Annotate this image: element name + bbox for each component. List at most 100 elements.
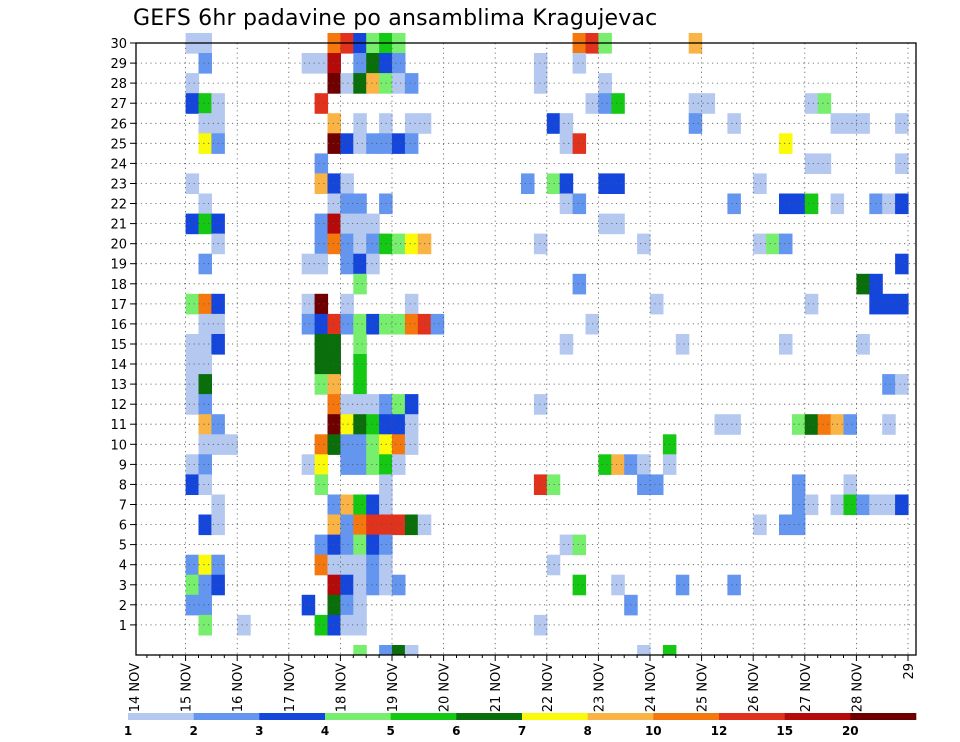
y-tick-label: 20 — [110, 238, 127, 253]
y-tick-label: 3 — [119, 579, 127, 594]
y-tick-label: 12 — [110, 398, 127, 413]
heatmap-cell — [327, 213, 341, 235]
y-tick-label: 25 — [110, 137, 127, 152]
heatmap-cell — [404, 414, 419, 435]
heatmap-cell — [340, 394, 354, 415]
heatmap-cell — [198, 313, 212, 335]
heatmap-cell — [185, 354, 200, 375]
y-tick-label: 13 — [110, 378, 127, 393]
legend-label: 8 — [584, 724, 592, 738]
heatmap-cell — [843, 474, 857, 495]
heatmap-cell — [301, 53, 316, 74]
heatmap-cell — [198, 454, 212, 475]
heatmap-cell — [185, 554, 200, 576]
heatmap-cell — [366, 454, 380, 475]
legend-color-swatch — [325, 713, 391, 720]
heatmap-cell — [611, 93, 625, 114]
heatmap-cell — [727, 193, 741, 215]
heatmap-cell — [572, 534, 587, 556]
y-tick-label: 17 — [110, 298, 127, 313]
x-tick-label: 17 NOV — [283, 663, 298, 712]
heatmap-cell — [675, 574, 690, 596]
heatmap-cell — [650, 293, 664, 315]
heatmap-cell — [198, 614, 212, 636]
heatmap-cell — [327, 594, 341, 616]
x-axis-ticks: 14 NOV 15 NOV 16 NOV 17 NOV 18 NOV 19 NOV 20 N… — [128, 655, 917, 712]
heatmap-cell — [198, 193, 212, 215]
heatmap-cell — [237, 614, 251, 636]
heatmap-cell — [340, 253, 354, 275]
heatmap-cell — [843, 414, 857, 435]
heatmap-cell — [314, 293, 329, 315]
y-tick-label: 24 — [110, 157, 127, 172]
heatmap-cell — [340, 594, 354, 616]
heatmap-cell — [404, 293, 419, 315]
heatmap-cell — [327, 534, 341, 556]
heatmap-cell — [185, 293, 200, 315]
x-tick-label: 19 NOV — [386, 663, 401, 712]
heatmap-cell — [392, 574, 406, 596]
x-tick-label: 15 NOV — [180, 663, 195, 712]
heatmap-cell — [314, 93, 329, 114]
heatmap-cell — [327, 133, 341, 154]
heatmap-cell — [895, 293, 909, 315]
heatmap-cell — [392, 233, 406, 255]
heatmap-cell — [882, 293, 896, 315]
heatmap-cell — [353, 594, 367, 616]
y-tick-label: 16 — [110, 318, 127, 333]
heatmap-cell — [353, 414, 367, 435]
legend-color-swatch — [784, 713, 851, 720]
heatmap-cell — [314, 153, 329, 174]
heatmap-cell — [185, 73, 200, 94]
heatmap-cell — [198, 554, 212, 576]
heatmap-cell — [301, 293, 316, 315]
heatmap-cell — [404, 73, 419, 94]
heatmap-cell — [301, 313, 316, 335]
heatmap-cell — [392, 133, 406, 154]
heatmap-cell — [779, 193, 793, 215]
heatmap-cell — [404, 133, 419, 154]
heatmap-cell — [314, 233, 329, 255]
heatmap-cell — [353, 133, 367, 154]
heatmap-cell — [353, 514, 367, 536]
heatmap-cell — [546, 113, 561, 134]
heatmap-cell — [340, 534, 354, 556]
x-tick-label: 14 NOV — [128, 663, 143, 712]
heatmap-cell — [404, 645, 419, 656]
x-tick-label: 23 NOV — [592, 663, 607, 712]
heatmap-cell — [366, 574, 380, 596]
y-tick-label: 28 — [110, 77, 127, 92]
heatmap-cell — [185, 574, 200, 596]
heatmap-cell — [804, 293, 819, 315]
heatmap-cell — [353, 645, 367, 656]
color-legend: 1 2 3 4 5 6 7 8 10 12 15 20 — [124, 713, 917, 738]
heatmap-cell — [353, 394, 367, 415]
legend-label: 7 — [518, 724, 526, 738]
heatmap-cell — [392, 53, 406, 74]
heatmap-cell — [392, 454, 406, 475]
heatmap-cell — [353, 554, 367, 576]
heatmap-cell — [198, 594, 212, 616]
heatmap-cell — [327, 514, 341, 536]
y-tick-label: 27 — [110, 97, 127, 112]
heatmap-cell — [366, 514, 380, 536]
heatmap-cell — [366, 434, 380, 455]
heatmap-cell — [366, 73, 380, 94]
heatmap-cell — [340, 454, 354, 475]
heatmap-cell — [353, 334, 367, 355]
heatmap-cell — [327, 193, 341, 215]
heatmap-cell — [353, 253, 367, 275]
heatmap-cell — [559, 334, 574, 355]
heatmap-cell — [895, 153, 909, 174]
heatmap-cell — [572, 133, 587, 154]
heatmap-cell — [688, 93, 703, 114]
heatmap-cell — [366, 253, 380, 275]
heatmap-cell — [895, 253, 909, 275]
heatmap-cell — [856, 273, 870, 295]
heatmap-cell — [598, 213, 612, 235]
y-tick-label: 10 — [110, 438, 127, 453]
heatmap-cells — [185, 33, 909, 656]
heatmap-cell — [185, 394, 200, 415]
heatmap-cell — [392, 414, 406, 435]
